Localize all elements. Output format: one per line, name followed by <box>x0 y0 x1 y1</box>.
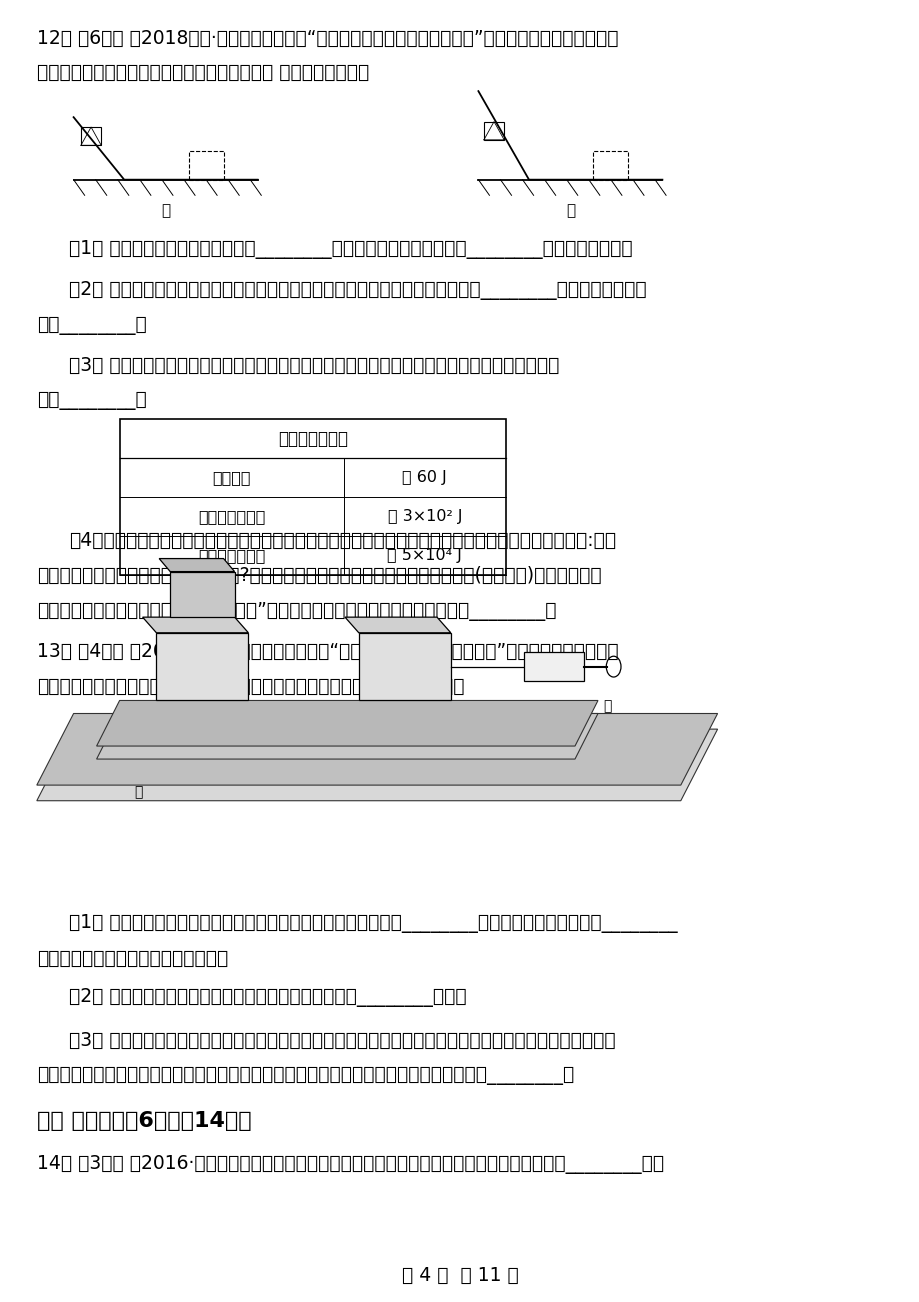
Text: 验分析表中数据，你认为在“质量”和“速度”这两个因素中，对物体动能影响较大的是________．: 验分析表中数据，你认为在“质量”和“速度”这两个因素中，对物体动能影响较大的是_… <box>37 602 556 621</box>
Text: 第 4 页  共 11 页: 第 4 页 共 11 页 <box>402 1266 517 1285</box>
Text: 测力计示数达到最大时仍没拉动木块，为了用现有的器材顺利完成实验，应采取的措施是：________．: 测力计示数达到最大时仍没拉动木块，为了用现有的器材顺利完成实验，应采取的措施是：… <box>37 1066 573 1086</box>
Text: （1） 小车进入水平面时的动能是由________转化来的，实验时通过比较________来判断动能大小．: （1） 小车进入水平面时的动能是由________转化来的，实验时通过比较___… <box>69 240 632 259</box>
Text: （3） 顺利完成甲、乙两次实验后，在进行图丙所示的实验时，由于所用的弹簧测力计量程较小，某同学发现: （3） 顺利完成甲、乙两次实验后，在进行图丙所示的实验时，由于所用的弹簧测力计量… <box>69 1031 615 1051</box>
Text: 的质量和速度对物体动能的影响一样大吗?小希查阅了相关资料，收集了一些物体的动能(如表所示)，结合生活经: 的质量和速度对物体动能的影响一样大吗?小希查阅了相关资料，收集了一些物体的动能(… <box>37 566 601 586</box>
Polygon shape <box>37 713 717 785</box>
Text: 12． （6分） （2018九上·张家港期末）探究“物体动能的大小与哪些因素有关”的实验中，让小车从斜面上: 12． （6分） （2018九上·张家港期末）探究“物体动能的大小与哪些因素有关… <box>37 29 618 48</box>
Text: 一些物体的动能: 一些物体的动能 <box>278 430 347 448</box>
Text: （2） 分析甲、乙两次实验数据可以得出，滑动摩擦力与________有关．: （2） 分析甲、乙两次实验数据可以得出，滑动摩擦力与________有关． <box>69 988 466 1008</box>
Text: 约 3×10² J: 约 3×10² J <box>387 509 461 525</box>
Bar <box>119 419 505 575</box>
Text: 跨百米的运动员: 跨百米的运动员 <box>198 509 265 525</box>
Polygon shape <box>96 700 597 746</box>
Text: 三、 填空题（兲6题；內14分）: 三、 填空题（兲6题；內14分） <box>37 1111 251 1130</box>
Bar <box>188 151 223 180</box>
Text: 一个弹簧测力计、一块木块、一个砲码、两块材料相同但表面粗糙程度不同的长木板．: 一个弹簧测力计、一块木块、一个砲码、两块材料相同但表面粗糙程度不同的长木板． <box>37 677 464 697</box>
Text: 约 60 J: 约 60 J <box>402 470 447 486</box>
Bar <box>156 633 248 700</box>
Bar <box>524 652 584 681</box>
Text: 乙: 乙 <box>400 729 409 743</box>
Bar <box>170 572 234 617</box>
Text: 由静止释放，小车下滑后撞击斜面底端的木块． 请回答下列问题：: 由静止释放，小车下滑后撞击斜面底端的木块． 请回答下列问题： <box>37 62 369 82</box>
Text: （1） 实验中，应该用弹黄测力计水平拉动木块，使它沿长木板做________运动，根据同学们学过的________: （1） 实验中，应该用弹黄测力计水平拉动木块，使它沿长木板做________运动… <box>69 914 677 934</box>
Text: 13． （4分） （2017八下·东湖期中）如图所示是“研究影响滑动摩擦力大小的因素”的实验．实验中用到了: 13． （4分） （2017八下·东湖期中）如图所示是“研究影响滑动摩擦力大小的… <box>37 642 618 661</box>
Text: 知识，就可以知道滑动摩擦力的大小．: 知识，就可以知道滑动摩擦力的大小． <box>37 949 228 969</box>
Text: 约 5×10⁴ J: 约 5×10⁴ J <box>387 548 461 564</box>
Bar <box>593 151 628 180</box>
Text: 乙: 乙 <box>565 203 574 219</box>
Text: （2） 让一小车从斜面不同高度由静止将放，如图甲、乙所示，是探究动能大小与________的关系，得出的结: （2） 让一小车从斜面不同高度由静止将放，如图甲、乙所示，是探究动能大小与___… <box>69 281 646 301</box>
Bar <box>483 121 504 139</box>
Text: 飞行的步枪子弹: 飞行的步枪子弹 <box>198 548 265 564</box>
Bar <box>81 128 101 146</box>
Text: 丙: 丙 <box>602 699 611 713</box>
Text: 甲: 甲 <box>133 785 142 799</box>
Polygon shape <box>37 729 717 801</box>
Text: （3） 实验中若使用的木块质量较大，为确保实验仍有较明显的现象，有很多种方法．请答一种方: （3） 实验中若使用的木块质量较大，为确保实验仍有较明显的现象，有很多种方法．请… <box>69 355 559 375</box>
Polygon shape <box>345 617 450 633</box>
Polygon shape <box>159 559 234 572</box>
Text: （4）小希通过实验探究发现质量和速度都是影响动能大小的因素，得出实验结论后，又提出了新的问题:物体: （4）小希通过实验探究发现质量和速度都是影响动能大小的因素，得出实验结论后，又提… <box>69 531 616 551</box>
Polygon shape <box>142 617 248 633</box>
Bar <box>358 633 450 700</box>
Text: 行走的牛: 行走的牛 <box>212 470 251 486</box>
Text: 14． （3分） （2016·清河模拟）发射的火箭携带卫星升空过程中，若说卫星是静止的，这是选择________为参: 14． （3分） （2016·清河模拟）发射的火箭携带卫星升空过程中，若说卫星是… <box>37 1155 664 1174</box>
Text: 论是________．: 论是________． <box>37 316 146 336</box>
Polygon shape <box>96 713 597 759</box>
Text: 法：________．: 法：________． <box>37 391 146 410</box>
Text: 甲: 甲 <box>161 203 170 219</box>
